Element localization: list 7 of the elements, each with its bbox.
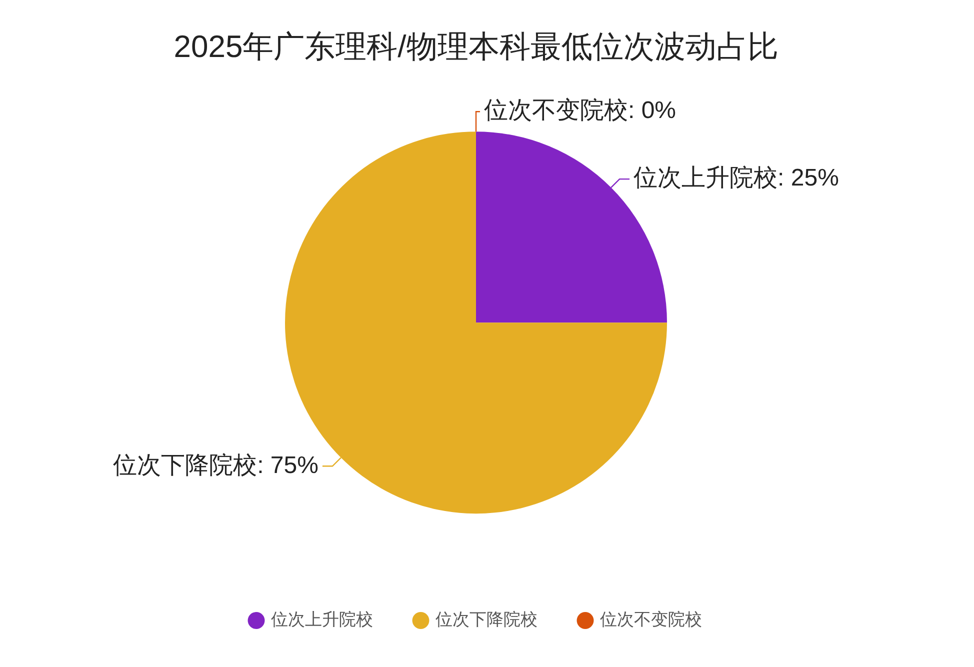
chart-title: 2025年广东理科/物理本科最低位次波动占比: [174, 29, 778, 64]
legend-label: 位次下降院校: [435, 610, 538, 630]
data-label: 位次下降院校: 75%: [113, 452, 318, 479]
text: 位次不变院校: 0%: [484, 97, 676, 124]
legend-label: 位次上升院校: [270, 610, 373, 630]
legend-label: 位次不变院校: [600, 610, 702, 630]
data-label: 位次上升院校: 25%: [634, 164, 839, 192]
